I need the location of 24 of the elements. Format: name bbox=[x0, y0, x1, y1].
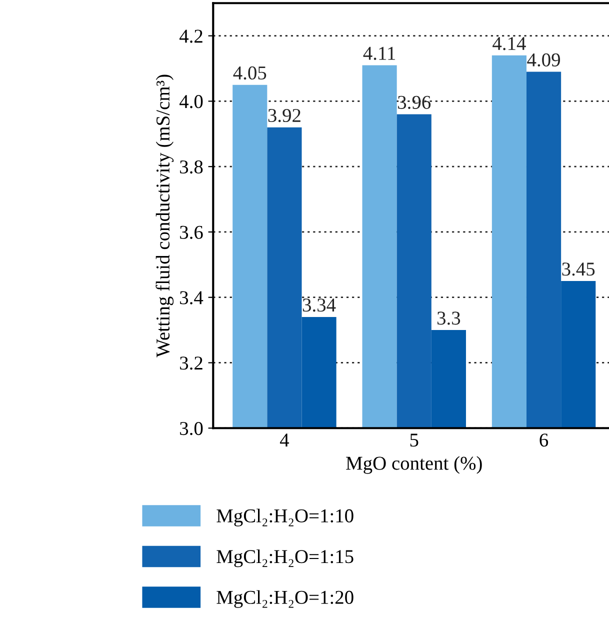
x-tick-label: 6 bbox=[540, 434, 548, 447]
y-tick-label: 3.2 bbox=[180, 356, 202, 370]
y-tick-label: 3.4 bbox=[180, 291, 204, 304]
data-label: 3.45 bbox=[562, 262, 595, 276]
y-tick-label: 3.6 bbox=[180, 226, 203, 239]
legend-label: MgCl₂:H₂O=1:15 bbox=[216, 549, 354, 568]
x-tick-label: 5 bbox=[410, 434, 418, 447]
data-label: 4.09 bbox=[527, 53, 560, 67]
x-tick-label: 4 bbox=[280, 434, 290, 446]
y-tick-label: 3.8 bbox=[180, 160, 203, 174]
legend-label: MgCl₂:H₂O=1:10 bbox=[216, 508, 354, 526]
data-label: 4.14 bbox=[492, 37, 526, 50]
x-axis-title: MgO content (%) bbox=[346, 456, 482, 474]
data-label: 3.34 bbox=[302, 298, 336, 312]
data-label: 3.96 bbox=[398, 96, 431, 110]
y-axis-title: Wetting fluid conductivity (mS/cm³) bbox=[156, 74, 174, 358]
y-tick-label: 4.2 bbox=[180, 30, 202, 43]
y-tick-label: 3.0 bbox=[180, 422, 203, 436]
data-label: 3.3 bbox=[437, 312, 460, 325]
data-label: 4.05 bbox=[233, 66, 266, 80]
legend-label: MgCl₂:H₂O=1:20 bbox=[216, 590, 354, 608]
data-label: 4.11 bbox=[363, 46, 396, 60]
y-tick-label: 4.0 bbox=[180, 95, 203, 108]
data-label: 3.92 bbox=[268, 108, 300, 122]
